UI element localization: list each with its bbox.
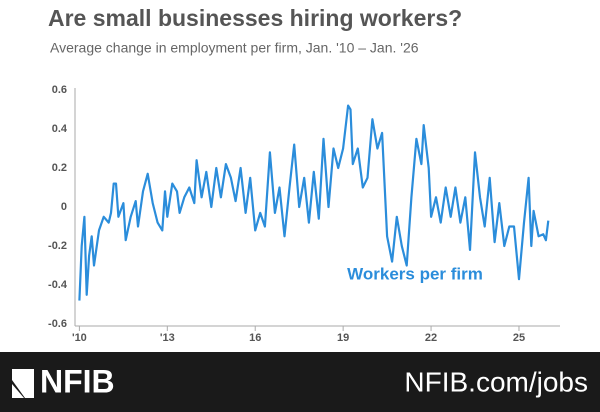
logo-icon <box>12 384 24 398</box>
logo-icon <box>12 369 34 398</box>
x-tick-label: 19 <box>337 332 349 344</box>
y-tick-label: 0.2 <box>52 162 67 174</box>
y-tick-label: 0 <box>61 201 67 213</box>
x-tick-label: 25 <box>513 332 525 344</box>
y-tick-label: 0.6 <box>52 84 67 96</box>
y-tick-label: -0.6 <box>48 318 67 330</box>
x-tick-label: 16 <box>249 332 261 344</box>
chart-subtitle: Average change in employment per firm, J… <box>50 40 419 56</box>
annotation: Workers per firm <box>347 264 483 283</box>
x-tick-label: '13 <box>160 332 175 344</box>
y-tick-label: -0.4 <box>48 279 68 291</box>
x-tick-label: 22 <box>425 332 437 344</box>
footer-band <box>0 352 600 412</box>
y-tick-label: -0.2 <box>48 240 67 252</box>
y-tick-label: 0.4 <box>52 123 68 135</box>
footer-url: NFIB.com/jobs <box>404 366 588 397</box>
data-line <box>78 104 550 301</box>
x-tick-label: '10 <box>72 332 87 344</box>
chart-title: Are small businesses hiring workers? <box>48 5 462 31</box>
logo-text: NFIB <box>40 363 115 399</box>
